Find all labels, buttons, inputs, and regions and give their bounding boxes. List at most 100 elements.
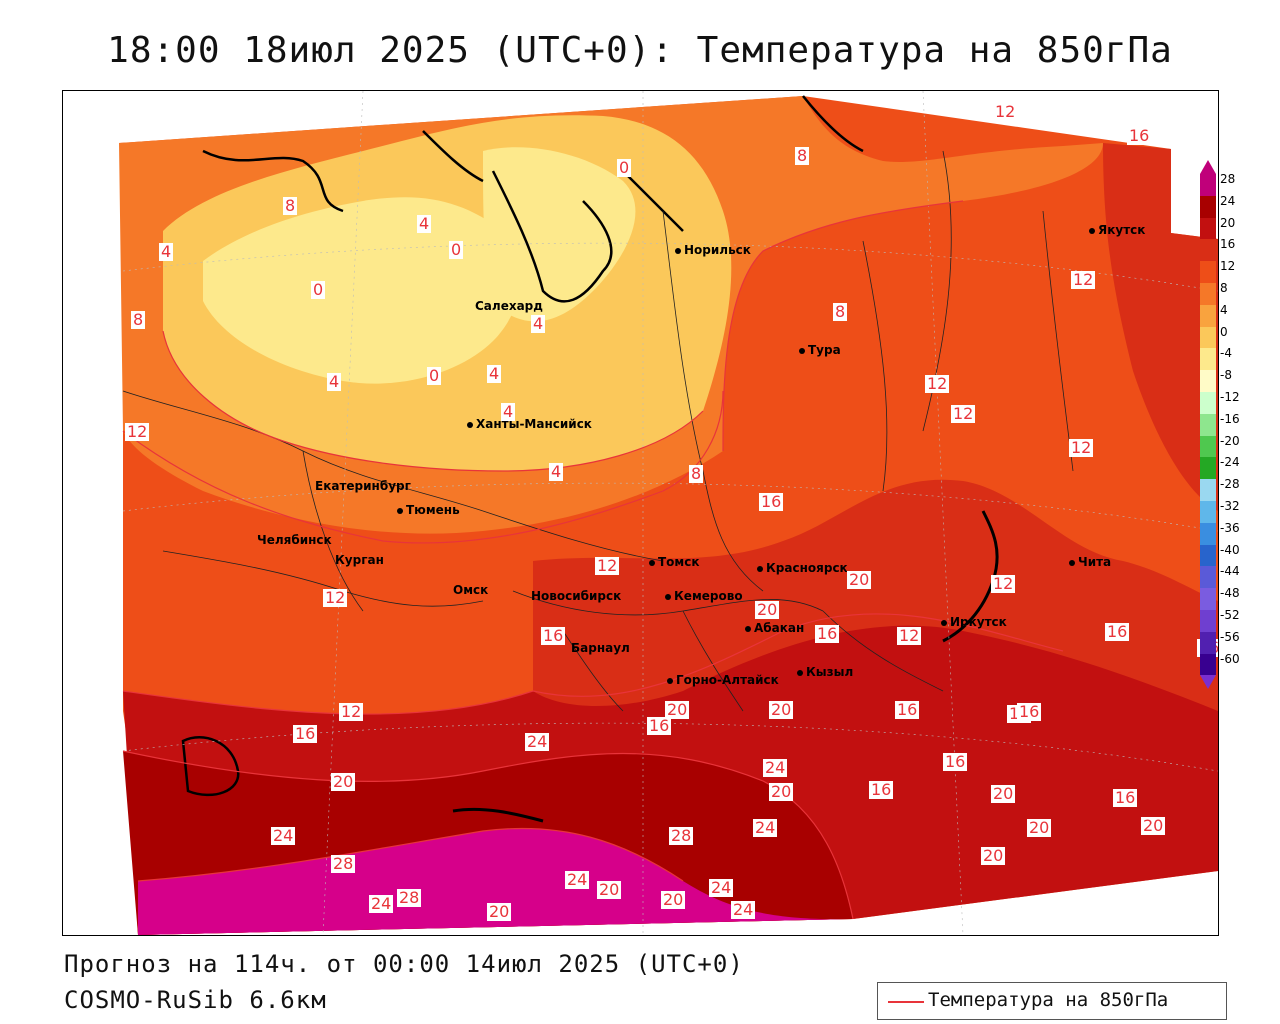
city-kemerovo: Кемерово <box>665 589 743 603</box>
contour-label: 4 <box>159 242 174 261</box>
warm-band-20 <box>533 479 1218 711</box>
colorbar-top-arrow <box>1200 160 1216 174</box>
contour-label: 16 <box>647 716 672 735</box>
city-chita: Чита <box>1069 555 1111 569</box>
contour-label: 0 <box>311 280 326 299</box>
contour-label: 24 <box>731 900 756 919</box>
city-kurgan: Курган <box>335 553 384 567</box>
colorbar-cell <box>1200 522 1216 545</box>
contour-label: 0 <box>617 158 632 177</box>
warm-east <box>1103 143 1218 511</box>
colorbar-tick-label: -4 <box>1220 346 1232 361</box>
contour-label: 28 <box>397 888 422 907</box>
colorbar-tick-label: -36 <box>1220 520 1240 535</box>
map-area[interactable]: Норильск Салехард Ханты-Мансийск Тура Як… <box>62 90 1219 936</box>
city-marker <box>675 247 681 254</box>
contour-label: 16 <box>1127 126 1152 145</box>
contour-label: 12 <box>339 702 364 721</box>
contour-label: 12 <box>323 588 348 607</box>
colorbar-tick-label: -56 <box>1220 629 1240 644</box>
admin-borders <box>122 150 1074 712</box>
contour-label: 20 <box>597 880 622 899</box>
colorbar-cell <box>1200 588 1216 610</box>
contour-label: 12 <box>993 102 1018 121</box>
contour-label: 8 <box>833 302 848 321</box>
colorbar-cell <box>1200 631 1216 654</box>
city-label: Новосибирск <box>531 589 622 603</box>
city-label: Якутск <box>1098 223 1146 237</box>
contour-label: 8 <box>131 310 146 329</box>
contour-label: 8 <box>795 146 810 165</box>
contour-label: 4 <box>487 364 502 383</box>
graticule <box>122 91 1218 935</box>
contour-label: 20 <box>331 772 356 791</box>
city-label: Омск <box>453 583 489 597</box>
city-label: Абакан <box>754 621 805 635</box>
contour-label: 20 <box>769 782 794 801</box>
city-marker <box>941 619 947 626</box>
city-novosibirsk: Новосибирск <box>531 589 621 603</box>
contour-label: 16 <box>1017 702 1042 721</box>
colorbar-cell <box>1200 435 1216 458</box>
city-label: Норильск <box>684 243 751 257</box>
city-kyzyl: Кызыл <box>797 665 853 679</box>
city-label: Чита <box>1078 555 1112 569</box>
contour-label: 20 <box>991 784 1016 803</box>
city-label: Ханты-Мансийск <box>476 417 592 431</box>
colorbar-cell <box>1200 653 1216 676</box>
city-marker <box>397 507 403 514</box>
city-label: Кызыл <box>806 665 854 679</box>
contour-label: 16 <box>759 492 784 511</box>
contour-label: 16 <box>895 700 920 719</box>
colorbar-cell <box>1200 326 1216 349</box>
contour-label: 4 <box>327 372 342 391</box>
contour-label: 4 <box>417 214 432 233</box>
contour-label: 16 <box>1105 622 1130 641</box>
legend-label: Температура на 850гПа <box>928 989 1169 1011</box>
city-label: Кемерово <box>674 589 743 603</box>
colorbar-tick-label: -32 <box>1220 499 1240 513</box>
city-label: Екатеринбург <box>315 479 411 493</box>
contour-label: 0 <box>449 240 464 259</box>
city-label: Барнаул <box>571 641 630 655</box>
city-marker <box>799 347 805 354</box>
colorbar-cell <box>1200 261 1216 283</box>
city-krasnoyarsk: Красноярск <box>757 561 848 575</box>
colorbar-cell <box>1200 413 1216 436</box>
city-norilsk: Норильск <box>675 243 751 257</box>
colorbar-tick-label: -24 <box>1220 455 1240 470</box>
contour-label: 12 <box>925 374 950 393</box>
contour-label: 12 <box>1069 438 1094 457</box>
contour-label: 20 <box>1027 818 1052 837</box>
colorbar-tick-label: -8 <box>1220 368 1232 383</box>
colorbar-cells <box>1200 174 1216 676</box>
contour-label: 20 <box>755 600 780 619</box>
colorbar-cell <box>1200 195 1216 218</box>
contour-label: 16 <box>1113 788 1138 807</box>
city-label: Тюмень <box>406 503 460 517</box>
contour-label: 20 <box>769 700 794 719</box>
colorbar <box>1200 160 1216 690</box>
colorbar-cell <box>1200 217 1216 240</box>
colorbar-cell <box>1200 566 1216 589</box>
colorbar-bottom-arrow <box>1200 675 1216 690</box>
city-marker <box>667 677 673 684</box>
city-marker <box>649 559 655 566</box>
colorbar-cell <box>1200 304 1216 327</box>
map-legend: Температура на 850гПа <box>877 982 1227 1020</box>
colorbar-tick-label: 0 <box>1220 324 1228 339</box>
contour-label: 0 <box>427 366 442 385</box>
colorbar-cell <box>1200 174 1216 196</box>
contour-label: 4 <box>549 462 564 481</box>
colorbar-tick-label: 20 <box>1220 215 1236 230</box>
city-tyumen: Тюмень <box>397 503 460 517</box>
city-gorno-altaysk: Горно-Алтайск <box>667 673 779 687</box>
contour-label: 12 <box>897 626 922 645</box>
legend-line-swatch <box>888 1001 924 1003</box>
coastline <box>202 95 864 303</box>
colorbar-tick-label: 24 <box>1220 193 1236 208</box>
city-omsk: Омск <box>453 583 488 597</box>
contour-label: 24 <box>525 732 550 751</box>
city-marker <box>757 565 763 572</box>
contour-label: 16 <box>815 624 840 643</box>
